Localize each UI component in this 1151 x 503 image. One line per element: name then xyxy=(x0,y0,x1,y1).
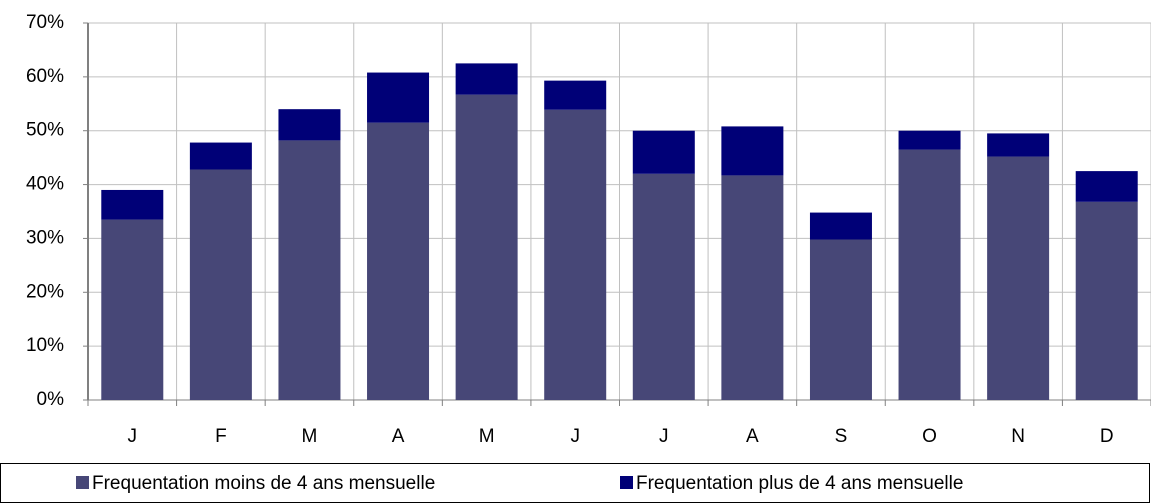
bar-segment xyxy=(987,133,1050,157)
y-tick-label: 40% xyxy=(26,174,64,195)
bar-segment xyxy=(1075,171,1138,202)
bar-segment xyxy=(455,63,518,95)
bar-segment xyxy=(367,122,430,400)
legend-label: Frequentation plus de 4 ans mensuelle xyxy=(636,473,963,494)
bar-segment xyxy=(455,94,518,400)
bar-segment xyxy=(278,140,341,400)
bar-segment xyxy=(544,109,607,401)
x-tick-label: A xyxy=(746,426,759,447)
bar-segment xyxy=(809,212,872,240)
bar-segment xyxy=(367,72,430,123)
bar-segment xyxy=(721,175,784,400)
legend-swatch xyxy=(620,476,633,489)
y-tick-label: 10% xyxy=(26,335,64,356)
x-tick-label: M xyxy=(479,426,495,447)
bar-segment xyxy=(632,173,695,400)
y-tick-label: 50% xyxy=(26,120,64,141)
legend-box xyxy=(0,463,1150,503)
y-tick-label: 20% xyxy=(26,281,64,302)
bar-segment xyxy=(544,80,607,110)
bar-segment xyxy=(101,189,164,220)
bar-segment xyxy=(101,219,164,400)
y-tick-label: 70% xyxy=(26,12,64,33)
bar-segment xyxy=(898,130,961,150)
x-tick-label: O xyxy=(922,426,937,447)
x-tick-label: J xyxy=(570,426,580,447)
bar-segment xyxy=(189,142,252,170)
legend-swatch xyxy=(76,476,89,489)
bar-segment xyxy=(278,109,341,141)
y-tick-label: 30% xyxy=(26,227,64,248)
y-tick-label: 60% xyxy=(26,66,64,87)
x-tick-label: D xyxy=(1100,426,1114,447)
bar-segment xyxy=(632,130,695,174)
x-tick-label: A xyxy=(392,426,405,447)
x-tick-label: N xyxy=(1011,426,1025,447)
x-tick-label: F xyxy=(215,426,227,447)
y-tick-label: 0% xyxy=(37,389,65,410)
bar-segment xyxy=(987,156,1050,400)
bar-segment xyxy=(809,239,872,400)
bar-segment xyxy=(1075,201,1138,400)
x-tick-label: J xyxy=(659,426,669,447)
bar-segment xyxy=(721,126,784,176)
x-tick-label: M xyxy=(302,426,318,447)
bar-segment xyxy=(898,149,961,400)
x-tick-label: S xyxy=(835,426,848,447)
x-tick-label: J xyxy=(128,426,138,447)
bar-segment xyxy=(189,169,252,400)
legend-label: Frequentation moins de 4 ans mensuelle xyxy=(92,473,435,494)
